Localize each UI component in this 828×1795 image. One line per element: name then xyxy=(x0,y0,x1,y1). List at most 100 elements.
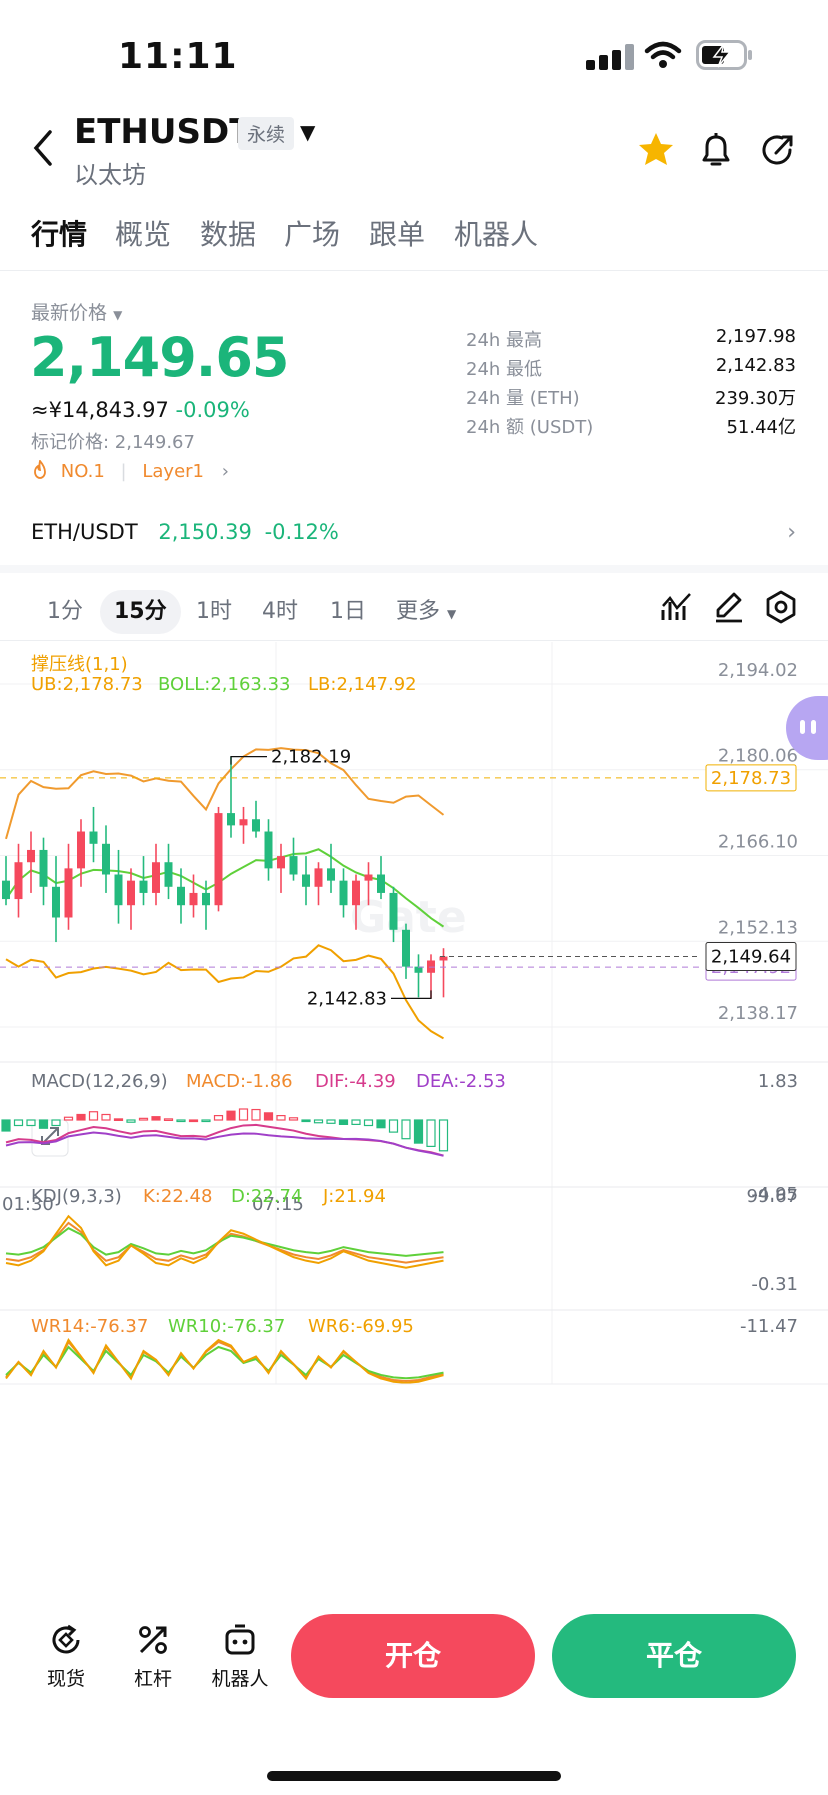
spot-pair-row[interactable]: ETH/USDT 2,150.39 -0.12% xyxy=(31,520,339,544)
candle-body xyxy=(89,831,98,844)
nav-spot[interactable]: 现货 xyxy=(31,1622,101,1691)
kdj-top-tick: 99.67 xyxy=(746,1186,798,1207)
interval-1h[interactable]: 1时 xyxy=(196,599,232,624)
symbol-title[interactable]: ETHUSDT xyxy=(74,112,253,152)
candle-body xyxy=(227,813,235,826)
stat-high-label: 24h 最高 xyxy=(466,330,543,351)
wr10-label: WR10:-76.37 xyxy=(168,1316,285,1337)
kdj-k: K:22.48 xyxy=(143,1186,212,1207)
macd-bar xyxy=(188,1119,199,1123)
macd-bar xyxy=(176,1119,186,1123)
low-marker-label: 2,142.83 xyxy=(307,988,387,1009)
macd-bar xyxy=(76,1113,86,1121)
draw-tool-icon[interactable] xyxy=(712,590,746,624)
macd-bar xyxy=(101,1113,111,1121)
candle-body xyxy=(439,956,448,961)
candle-body xyxy=(189,892,198,906)
indicator-icon[interactable] xyxy=(660,590,694,624)
nav-leverage[interactable]: 杠杆 xyxy=(118,1622,188,1691)
candle-body xyxy=(127,880,135,906)
y-tick-label: 2,152.13 xyxy=(718,917,798,938)
candle-body xyxy=(352,880,360,906)
interval-more[interactable]: 更多 ▼ xyxy=(396,599,457,624)
macd-bar xyxy=(338,1119,349,1126)
kdj-d-line xyxy=(5,1227,444,1257)
kdj-j-line xyxy=(5,1214,444,1269)
last-price: 2,149.65 xyxy=(30,326,289,389)
kdj-d: D:22.74 xyxy=(231,1186,302,1207)
y-tick-label: 2,138.17 xyxy=(718,1003,798,1024)
bottom-bar-background xyxy=(0,1384,828,1582)
macd-bar xyxy=(51,1119,61,1127)
section-divider xyxy=(0,565,828,573)
share-icon[interactable] xyxy=(756,128,800,172)
battery-icon xyxy=(696,40,752,70)
macd-bar xyxy=(263,1112,274,1121)
tab-copy-trading[interactable]: 跟单 xyxy=(369,218,426,251)
candle-body xyxy=(52,886,60,918)
y-tick-label: 2,166.10 xyxy=(718,831,798,852)
ub-tag-text: 2,178.73 xyxy=(711,768,791,789)
candle-body xyxy=(264,831,273,869)
interval-4h[interactable]: 4时 xyxy=(262,599,298,624)
settings-icon[interactable] xyxy=(764,590,798,624)
candle-body xyxy=(214,813,223,906)
home-indicator xyxy=(267,1771,561,1781)
macd-bar xyxy=(376,1119,386,1129)
interval-15m[interactable]: 15分 xyxy=(100,590,181,634)
chevron-right-icon: › xyxy=(221,461,229,482)
macd-bar xyxy=(251,1108,261,1121)
wr14-line xyxy=(5,1340,444,1383)
candle-body xyxy=(14,862,23,900)
high-marker-label: 2,182.19 xyxy=(271,747,351,768)
back-icon[interactable] xyxy=(30,128,54,176)
candle-body xyxy=(414,966,423,973)
bell-icon[interactable] xyxy=(694,128,738,172)
candle-body xyxy=(114,874,123,906)
nav-spot-label: 现货 xyxy=(46,1668,85,1690)
kdj-bottom-tick: -0.31 xyxy=(751,1274,798,1295)
interval-1d[interactable]: 1日 xyxy=(330,599,366,624)
open-position-button[interactable]: 开仓 xyxy=(291,1614,535,1698)
candle-body xyxy=(327,868,335,881)
nav-robot[interactable]: 机器人 xyxy=(205,1622,275,1691)
macd-bar xyxy=(226,1110,236,1121)
close-position-button[interactable]: 平仓 xyxy=(552,1614,796,1698)
price-chart[interactable]: Gate 2,194.022,180.062,166.102,152.132,1… xyxy=(0,642,828,1582)
rank-row[interactable]: NO.1 | Layer1 › xyxy=(31,459,229,482)
tab-overview[interactable]: 概览 xyxy=(115,218,172,251)
candle-body xyxy=(164,862,173,887)
candle-body xyxy=(364,874,373,881)
price-change: -0.09% xyxy=(175,398,250,422)
star-icon[interactable] xyxy=(634,128,678,172)
x-tick-label: 07:15 xyxy=(252,1194,304,1215)
candle-body xyxy=(139,880,148,893)
macd-top-tick: 1.83 xyxy=(758,1071,798,1092)
symbol-subtitle: 以太坊 xyxy=(74,161,146,189)
macd-dif: DIF:-4.39 xyxy=(315,1071,396,1092)
macd-bar xyxy=(388,1119,399,1133)
tab-bots[interactable]: 机器人 xyxy=(454,218,539,251)
stat-turnover-value: 51.44亿 xyxy=(726,417,796,438)
chevron-down-icon[interactable]: ▼ xyxy=(300,120,316,144)
tab-market[interactable]: 行情 xyxy=(31,218,88,251)
candle-body xyxy=(102,843,110,875)
ub-tag-box xyxy=(705,764,797,792)
interval-1m[interactable]: 1分 xyxy=(47,599,83,624)
macd-dea: DEA:-2.53 xyxy=(416,1071,506,1092)
stat-turnover-label: 24h 额 (USDT) xyxy=(466,417,594,438)
tab-square[interactable]: 广场 xyxy=(284,218,341,251)
stat-volume-value: 239.30万 xyxy=(715,388,796,409)
tab-data[interactable]: 数据 xyxy=(200,218,257,251)
current-tag-text: 2,149.64 xyxy=(711,947,791,968)
candle-body xyxy=(27,849,35,863)
last-price-label[interactable]: 最新价格 ▼ xyxy=(31,302,123,324)
macd-bar xyxy=(38,1119,49,1129)
spot-icon xyxy=(52,1624,80,1654)
candle-body xyxy=(239,819,248,826)
candle-body xyxy=(339,880,348,906)
candle-body xyxy=(39,849,48,887)
chevron-right-icon[interactable]: › xyxy=(787,520,796,545)
x-tick-label: 01:30 xyxy=(2,1194,54,1215)
candle-body xyxy=(314,868,323,887)
